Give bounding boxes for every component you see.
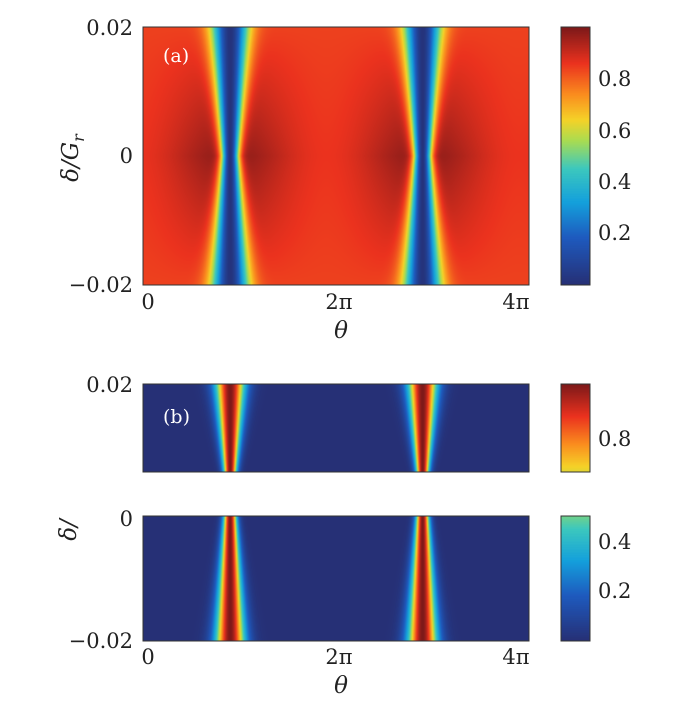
x-tick-a-0: 0 bbox=[141, 290, 154, 314]
axes-frame-b-lower bbox=[142, 515, 530, 642]
y-tick-a-bottom: −0.02 bbox=[69, 273, 133, 297]
x-axis-label-a: θ bbox=[334, 318, 348, 344]
panel-label-b: (b) bbox=[163, 406, 190, 428]
panel-label-a: (a) bbox=[163, 45, 189, 67]
colorbar-a-tick-0: 0.8 bbox=[598, 67, 631, 91]
y-tick-b-mid: 0 bbox=[120, 507, 133, 531]
x-axis-label-b: θ bbox=[334, 673, 348, 699]
colorbar-frame-b-lower bbox=[560, 515, 591, 642]
x-tick-a-4pi: 4π bbox=[502, 290, 529, 314]
axes-frame-b-upper bbox=[142, 383, 530, 473]
y-tick-b-top: 0.02 bbox=[86, 373, 133, 397]
x-tick-b-0: 0 bbox=[141, 645, 154, 669]
heatmap-b-lower bbox=[143, 516, 529, 641]
heatmap-b-upper bbox=[143, 384, 529, 472]
colorbar-b-upper-tick-0: 0.8 bbox=[598, 427, 631, 451]
colorbar-frame-b-upper bbox=[560, 383, 591, 473]
y-tick-b-bottom: −0.02 bbox=[69, 629, 133, 653]
colorbar-b-upper bbox=[561, 384, 590, 472]
colorbar-b-lower bbox=[561, 516, 590, 641]
panel-a: (a) 0.02 0 −0.02 0 2π 4π θ δ/Gr 0.8 0.6 … bbox=[58, 16, 631, 344]
x-tick-b-2pi: 2π bbox=[325, 645, 352, 669]
heatmap-a bbox=[143, 27, 529, 285]
colorbar-b-lower-tick-0: 0.4 bbox=[598, 530, 631, 554]
colorbar-a-tick-3: 0.2 bbox=[598, 221, 631, 245]
y-axis-label-a-main: δ/G bbox=[58, 142, 84, 182]
x-tick-a-2pi: 2π bbox=[325, 290, 352, 314]
y-axis-label-b: δ/ bbox=[56, 517, 82, 541]
y-tick-a-mid: 0 bbox=[120, 144, 133, 168]
axes-frame-a bbox=[142, 26, 530, 286]
colorbar-frame-a bbox=[560, 26, 591, 286]
x-tick-b-4pi: 4π bbox=[502, 645, 529, 669]
colorbar-a-tick-1: 0.6 bbox=[598, 119, 631, 143]
y-axis-label-a-sub: r bbox=[69, 133, 88, 142]
y-axis-label-a: δ/Gr bbox=[58, 133, 88, 182]
colorbar-a bbox=[561, 27, 590, 285]
y-tick-a-top: 0.02 bbox=[86, 16, 133, 40]
colorbar-a-tick-2: 0.4 bbox=[598, 170, 631, 194]
colorbar-b-lower-tick-1: 0.2 bbox=[598, 579, 631, 603]
panel-b: (b) 0.02 0 −0.02 0 2π 4π θ δ/ 0.8 0.4 0.… bbox=[56, 373, 631, 699]
